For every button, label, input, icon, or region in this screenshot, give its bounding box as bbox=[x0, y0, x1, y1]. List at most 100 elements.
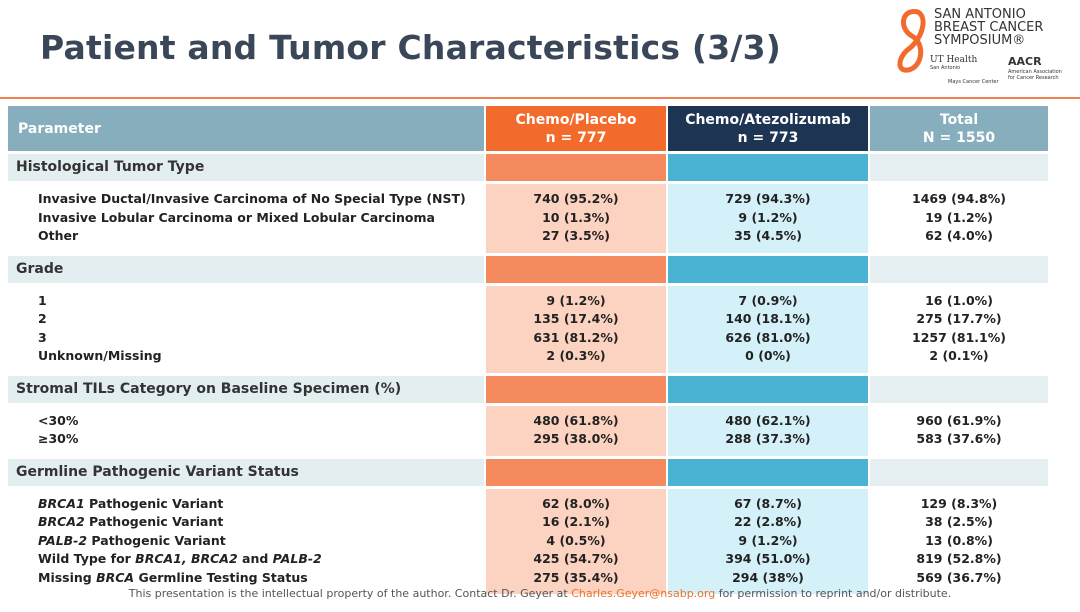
label-part: BRCA bbox=[96, 569, 135, 585]
row-label: ≥30% bbox=[8, 430, 484, 449]
section-row: Stromal TILs Category on Baseline Specim… bbox=[8, 375, 1050, 403]
email-link[interactable]: Charles.Geyer@nsabp.org bbox=[571, 587, 716, 600]
logo-text: AACR bbox=[1008, 55, 1042, 68]
cell-value: 16 (2.1%) bbox=[542, 514, 610, 529]
cell-value: 1469 (94.8%) bbox=[912, 191, 1006, 206]
cell-value: 140 (18.1%) bbox=[725, 311, 811, 326]
label-part: PALB-2 bbox=[272, 551, 322, 566]
cell-value: 480 (61.8%) bbox=[533, 412, 619, 428]
cell-value: 35 (4.5%) bbox=[734, 228, 802, 243]
section-cell bbox=[486, 255, 666, 283]
cell-value: 62 (4.0%) bbox=[925, 228, 993, 243]
logo-text: UT Health bbox=[930, 55, 978, 65]
logo-text: SAN ANTONIO bbox=[934, 7, 1026, 22]
row-label: <30% bbox=[8, 412, 484, 431]
slide-title: Patient and Tumor Characteristics (3/3) bbox=[40, 28, 782, 67]
row-group: Invasive Ductal/Invasive Carcinoma of No… bbox=[8, 184, 1050, 253]
group-cell: 480 (61.8%) 295 (38.0%) bbox=[486, 405, 666, 456]
logo: SAN ANTONIO BREAST CANCER SYMPOSIUM® UT … bbox=[890, 4, 1070, 90]
row-group: <30% ≥30% 480 (61.8%) 295 (38.0%) 480 (62.1%… bbox=[8, 405, 1050, 456]
cell-value: 129 (8.3%) bbox=[920, 495, 998, 511]
row-label: Wild Type for BRCA1, BRCA2 and PALB-2 bbox=[8, 550, 484, 569]
header-text: N = 1550 bbox=[922, 129, 996, 146]
group-cell: 16 (1.0%) 275 (17.7%) 1257 (81.1%) 2 (0.1%) bbox=[870, 285, 1048, 373]
label-part: Germline Testing Status bbox=[134, 569, 308, 585]
group-cell: 9 (1.2%) 135 (17.4%) 631 (81.2%) 2 (0.3%) bbox=[486, 285, 666, 373]
header-text: n = 777 bbox=[545, 129, 607, 146]
cell-value: 19 (1.2%) bbox=[925, 209, 993, 225]
group-cell: 1469 (94.8%) 19 (1.2%) 62 (4.0%) bbox=[870, 184, 1048, 253]
label-part: ≥30% bbox=[38, 431, 79, 446]
ribbon-icon bbox=[897, 9, 926, 73]
header-cell: Chemo/Placebo n = 777 bbox=[486, 106, 666, 151]
group-cell: 480 (62.1%) 288 (37.3%) bbox=[668, 405, 868, 456]
group-cell: 740 (95.2%) 10 (1.3%) 27 (3.5%) bbox=[486, 184, 666, 253]
section-title: Histological Tumor Type bbox=[8, 154, 484, 181]
row-label: Other bbox=[8, 227, 484, 246]
group-cell: 7 (0.9%) 140 (18.1%) 626 (81.0%) 0 (0%) bbox=[668, 285, 868, 373]
header-text: n = 773 bbox=[737, 129, 799, 146]
section-cell bbox=[668, 375, 868, 403]
divider bbox=[0, 97, 1080, 99]
cell-value: 569 (36.7%) bbox=[916, 569, 1002, 585]
cell-value: 10 (1.3%) bbox=[542, 209, 610, 225]
cell-value: 583 (37.6%) bbox=[916, 431, 1002, 446]
cell-value: 9 (1.2%) bbox=[738, 209, 798, 225]
group-cell: 1 2 3 Unknown/Missing bbox=[8, 285, 484, 373]
header-cell: Chemo/Atezolizumab n = 773 bbox=[668, 106, 868, 151]
cell-value: 626 (81.0%) bbox=[725, 329, 811, 345]
section-row: Grade bbox=[8, 255, 1050, 283]
row-label: Missing BRCA Germline Testing Status bbox=[8, 569, 484, 588]
section-cell bbox=[870, 154, 1048, 181]
cell-value: 135 (17.4%) bbox=[533, 311, 619, 326]
section-cell bbox=[870, 255, 1048, 283]
cell-value: 27 (3.5%) bbox=[542, 228, 610, 243]
footer-text: This presentation is the intellectual pr… bbox=[128, 587, 572, 600]
row-group: 1 2 3 Unknown/Missing 9 (1.2%) 135 (17.4%) 631… bbox=[8, 285, 1050, 373]
group-cell: 129 (8.3%) 38 (2.5%) 13 (0.8%) 819 (52.8%) 5… bbox=[870, 488, 1048, 594]
label-part: <30% bbox=[38, 412, 79, 428]
section-cell bbox=[870, 458, 1048, 486]
cell-value: 4 (0.5%) bbox=[546, 532, 606, 548]
section-row: Histological Tumor Type bbox=[8, 154, 1050, 181]
header-cell: Parameter bbox=[8, 106, 484, 151]
row-label: 3 bbox=[8, 329, 484, 348]
cell-value: 16 (1.0%) bbox=[925, 292, 993, 308]
label-part: Pathogenic Variant bbox=[84, 495, 224, 511]
row-label: BRCA2 Pathogenic Variant bbox=[8, 513, 484, 532]
label-part: Invasive Lobular Carcinoma or Mixed Lobu… bbox=[38, 209, 435, 225]
row-label: Invasive Ductal/Invasive Carcinoma of No… bbox=[8, 190, 484, 209]
header-text: Parameter bbox=[18, 120, 101, 137]
section-cell bbox=[668, 458, 868, 486]
cell-value: 288 (37.3%) bbox=[725, 431, 811, 446]
label-part: 2 bbox=[38, 311, 47, 326]
header-text: Total bbox=[939, 111, 979, 128]
header-text: Chemo/Placebo bbox=[515, 111, 637, 128]
table: Parameter Chemo/Placebo n = 777 Chemo/Atezo… bbox=[8, 106, 1050, 597]
cell-value: 9 (1.2%) bbox=[738, 532, 798, 548]
cell-value: 294 (38%) bbox=[732, 569, 804, 585]
cell-value: 1257 (81.1%) bbox=[912, 329, 1006, 345]
group-cell: 960 (61.9%) 583 (37.6%) bbox=[870, 405, 1048, 456]
logo-text: San Antonio bbox=[930, 65, 961, 71]
group-cell: 62 (8.0%) 16 (2.1%) 4 (0.5%) 425 (54.7%) 275… bbox=[486, 488, 666, 594]
cell-value: 819 (52.8%) bbox=[916, 551, 1002, 566]
group-cell: 729 (94.3%) 9 (1.2%) 35 (4.5%) bbox=[668, 184, 868, 253]
label-part: 1 bbox=[38, 292, 47, 308]
cell-value: 480 (62.1%) bbox=[725, 412, 811, 428]
label-part: Missing bbox=[38, 569, 97, 585]
logo-text: American Association bbox=[1008, 69, 1062, 75]
cell-value: 631 (81.2%) bbox=[533, 329, 619, 345]
row-label: PALB-2 Pathogenic Variant bbox=[8, 532, 484, 551]
section-title: Grade bbox=[8, 255, 484, 283]
label-part: 3 bbox=[38, 329, 47, 345]
cell-value: 2 (0.3%) bbox=[546, 348, 606, 363]
cell-value: 22 (2.8%) bbox=[734, 514, 802, 529]
cell-value: 2 (0.1%) bbox=[929, 348, 989, 363]
label-part: PALB-2 bbox=[38, 532, 88, 548]
group-cell: BRCA1 Pathogenic Variant BRCA2 Pathogenic… bbox=[8, 488, 484, 594]
footer: This presentation is the intellectual pr… bbox=[0, 587, 1080, 600]
cell-value: 960 (61.9%) bbox=[916, 412, 1002, 428]
cell-value: 729 (94.3%) bbox=[725, 191, 811, 206]
group-cell: <30% ≥30% bbox=[8, 405, 484, 456]
